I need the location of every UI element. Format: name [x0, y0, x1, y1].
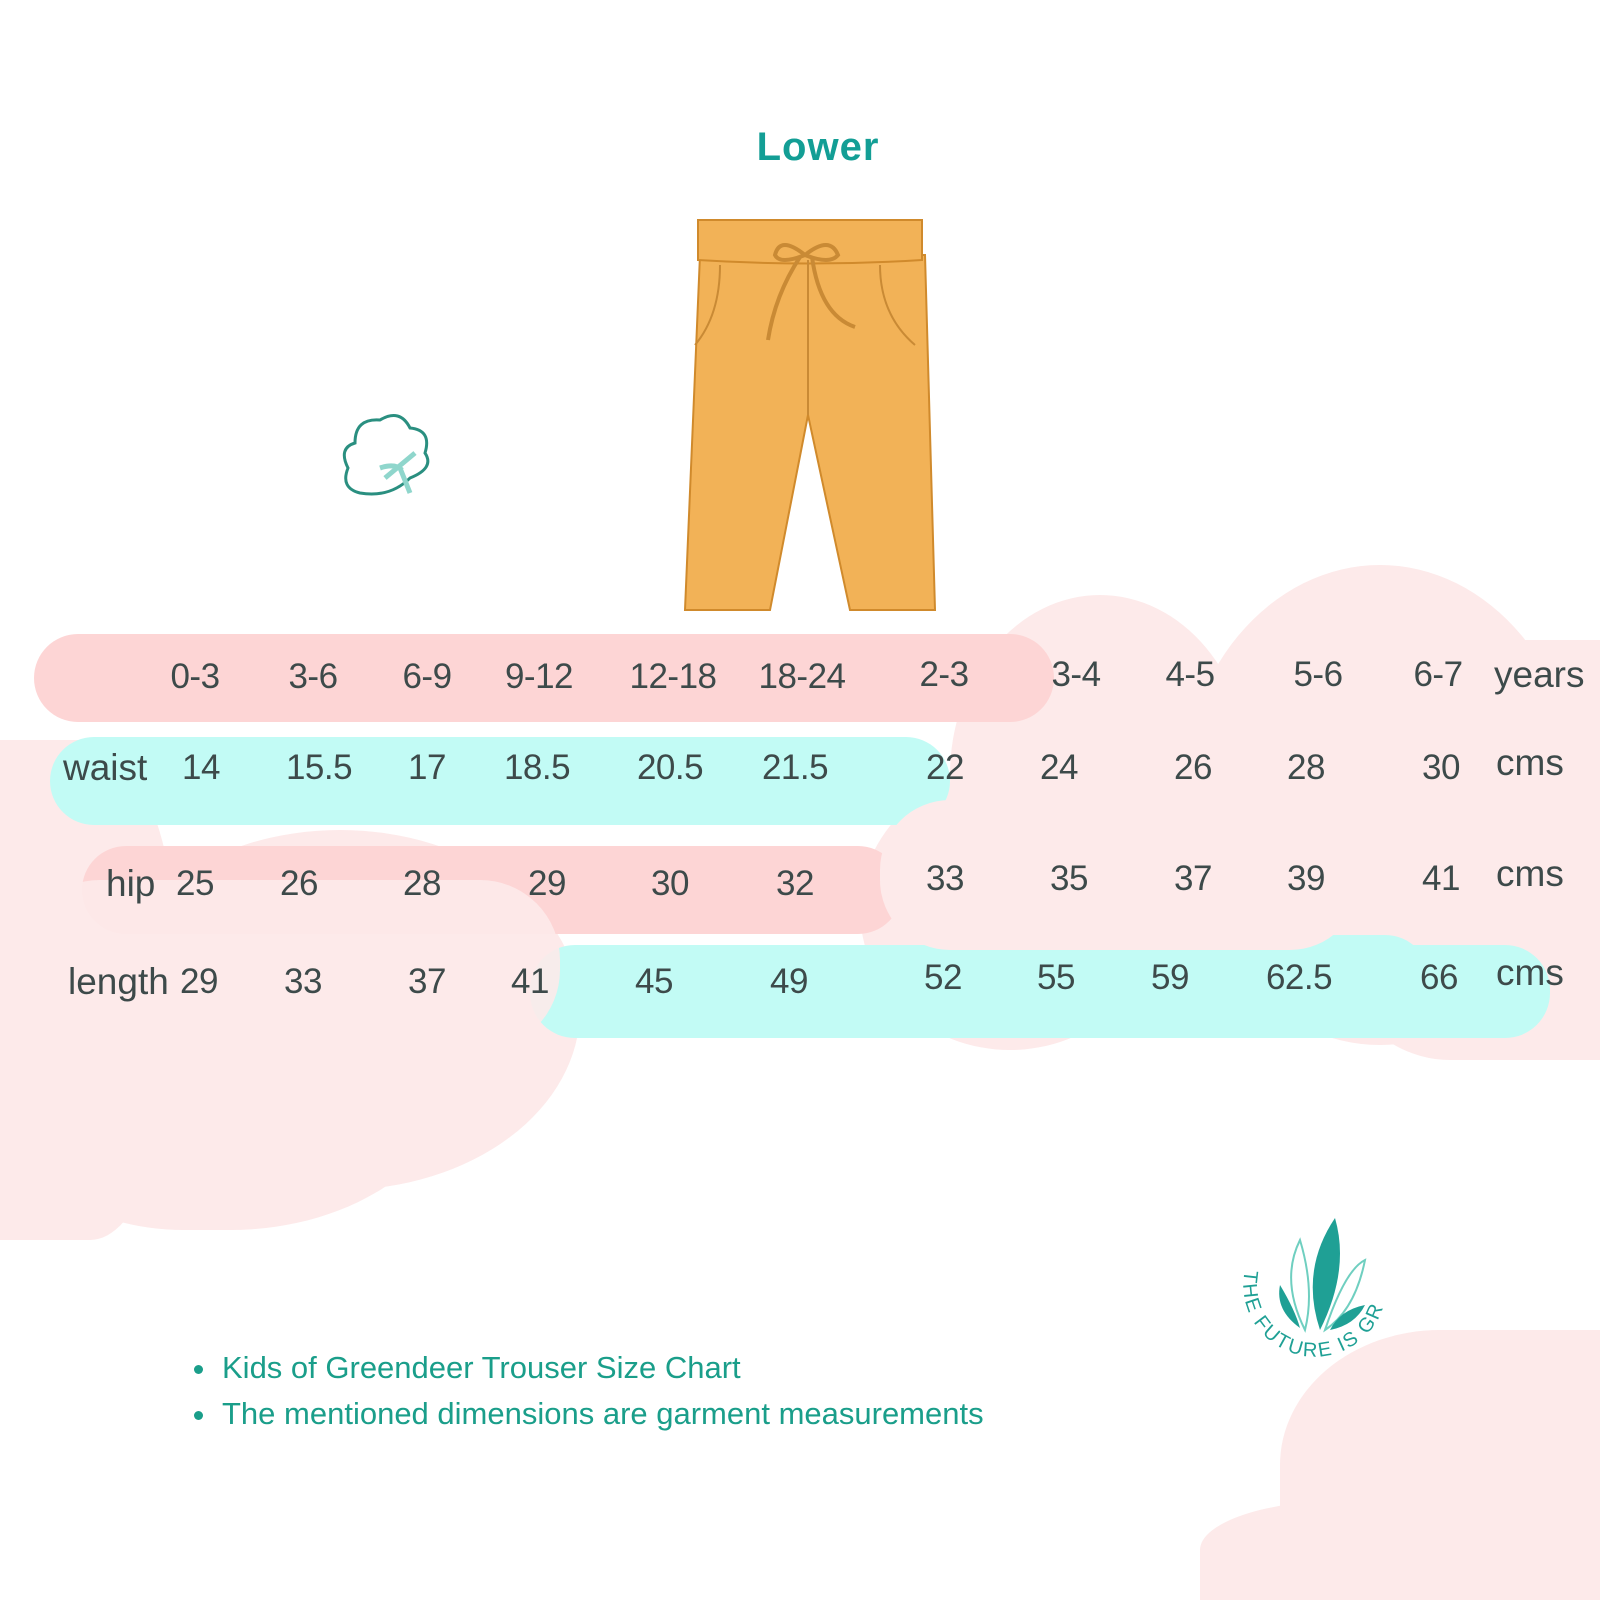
- table-cell: 45: [635, 962, 673, 1001]
- table-cell: 25: [176, 864, 214, 903]
- row-unit: cms: [1496, 742, 1564, 783]
- age-column-header: 6-9: [402, 657, 452, 696]
- header-row-bar: [34, 634, 1054, 722]
- table-cell: 35: [1050, 859, 1088, 898]
- age-column-header: 6-7: [1413, 655, 1463, 694]
- table-cell: 37: [1174, 859, 1212, 898]
- table-cell: 62.5: [1265, 958, 1333, 997]
- row-unit: cms: [1496, 853, 1564, 894]
- svg-text:THE FUTURE IS GREEN: THE FUTURE IS GREEN: [1225, 1210, 1389, 1362]
- table-cell: 14: [182, 748, 220, 787]
- row-label-waist: waist: [63, 747, 148, 788]
- waist-row-bar: [50, 737, 950, 825]
- table-cell: 20.5: [636, 748, 704, 787]
- table-cell: 41: [1422, 859, 1460, 898]
- cloud-decoration: [20, 880, 560, 1050]
- table-cell: 26: [280, 864, 318, 903]
- table-cell: 29: [180, 962, 218, 1001]
- table-cell: 37: [408, 962, 446, 1001]
- age-column-header: 2-3: [919, 655, 969, 694]
- page-title: Lower: [756, 125, 880, 169]
- length-row-bar-overlay: [940, 935, 1430, 1029]
- leaves-logo: THE FUTURE IS GREEN: [1225, 1210, 1389, 1362]
- table-cell: 33: [926, 859, 964, 898]
- table-cell: 59: [1151, 958, 1189, 997]
- header-unit: years: [1494, 654, 1585, 695]
- table-cell: 29: [528, 864, 566, 903]
- table-cell: 30: [1422, 748, 1460, 787]
- table-cell: 26: [1174, 748, 1212, 787]
- age-column-header: 0-3: [170, 657, 220, 696]
- note-item: The mentioned dimensions are garment mea…: [190, 1396, 984, 1432]
- cloud-decoration: [880, 800, 1360, 950]
- table-cell: 15.5: [285, 748, 353, 787]
- age-column-header: 4-5: [1165, 655, 1215, 694]
- table-cell: 21.5: [761, 748, 829, 787]
- table-cell: 22: [926, 748, 964, 787]
- age-column-header: 12-18: [629, 657, 717, 696]
- table-cell: 17: [408, 748, 446, 787]
- row-label-length: length: [68, 961, 169, 1002]
- table-cell: 30: [651, 864, 689, 903]
- age-column-header: 5-6: [1293, 655, 1343, 694]
- row-unit: cms: [1496, 952, 1564, 993]
- table-cell: 33: [284, 962, 322, 1001]
- table-cell: 28: [1287, 748, 1325, 787]
- table-cell: 49: [770, 962, 808, 1001]
- table-cell: 32: [776, 864, 814, 903]
- cotton-flower-icon: [342, 414, 430, 496]
- age-column-header: 18-24: [758, 657, 846, 696]
- notes-list: Kids of Greendeer Trouser Size Chart The…: [190, 1350, 984, 1442]
- table-cell: 52: [924, 958, 962, 997]
- table-cell: 28: [403, 864, 441, 903]
- logo-text: THE FUTURE IS GREEN: [1225, 1210, 1387, 1362]
- row-label-hip: hip: [106, 863, 156, 904]
- table-cell: 41: [511, 962, 549, 1001]
- trouser-illustration: [683, 219, 937, 611]
- table-cell: 24: [1040, 748, 1078, 787]
- age-column-header: 3-6: [288, 657, 338, 696]
- table-cell: 66: [1420, 958, 1458, 997]
- cloud-decoration: [1280, 1330, 1600, 1600]
- table-cell: 18.5: [503, 748, 571, 787]
- table-cell: 39: [1287, 859, 1325, 898]
- age-column-header: 9-12: [504, 657, 574, 696]
- note-item: Kids of Greendeer Trouser Size Chart: [190, 1350, 984, 1386]
- table-cell: 55: [1037, 958, 1075, 997]
- age-column-header: 3-4: [1051, 655, 1101, 694]
